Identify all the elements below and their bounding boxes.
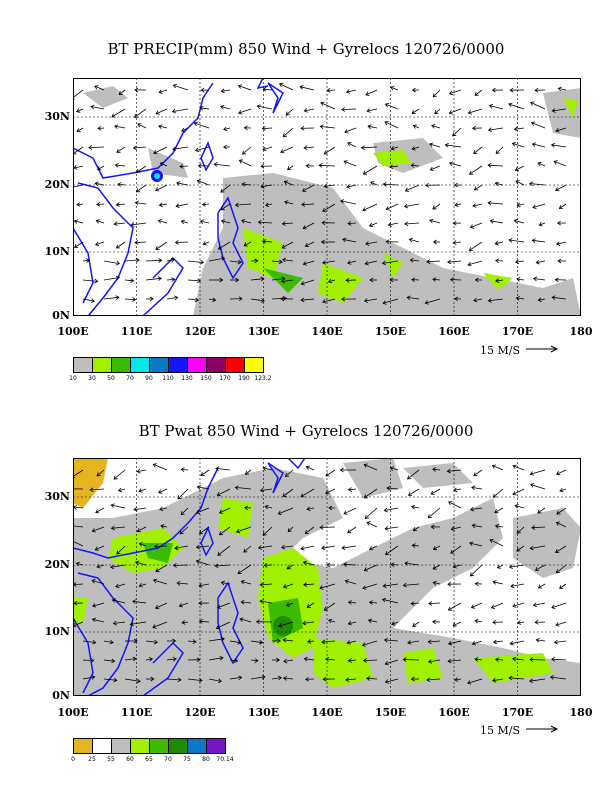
colorbar-swatch — [244, 357, 264, 373]
y-tick: 0N — [52, 689, 70, 702]
colorbar-label: 150 — [200, 375, 212, 382]
colorbar-label: 75 — [183, 756, 191, 763]
x-tick: 140E — [311, 325, 343, 338]
x-tick: 150E — [374, 325, 407, 338]
x-tick: 110E — [120, 706, 153, 719]
colorbar-swatch — [168, 357, 188, 373]
x-tick: 180 — [569, 706, 593, 719]
colorbar-swatch — [92, 738, 112, 754]
colorbar-label: 170 — [219, 375, 231, 382]
y-tick: 20N — [44, 178, 70, 191]
x-tick: 130E — [247, 325, 280, 338]
vector-scale-label: 15 M/S — [480, 344, 520, 357]
x-tick: 120E — [184, 325, 216, 338]
colorbar-swatch — [206, 357, 226, 373]
panel-title: BT Pwat 850 Wind + Gyrelocs 120726/0000 — [138, 422, 474, 440]
colorbar-label: 70.14 — [216, 756, 234, 763]
colorbar-swatch — [168, 738, 188, 754]
colorbar-swatch — [149, 357, 169, 373]
colorbar-swatch — [206, 738, 226, 754]
vector-scale: 15 M/S — [480, 724, 560, 737]
colorbar-swatch — [130, 738, 150, 754]
colorbar-swatch — [73, 738, 93, 754]
x-tick: 140E — [311, 706, 343, 719]
x-tick: 160E — [438, 325, 470, 338]
colorbar-label: 130 — [181, 375, 193, 382]
x-tick: 170E — [501, 325, 534, 338]
vector-scale-label: 15 M/S — [480, 724, 520, 737]
vector-scale-arrow — [525, 345, 558, 353]
y-tick: 20N — [44, 558, 70, 571]
x-tick: 110E — [120, 325, 153, 338]
x-tick: 120E — [184, 706, 216, 719]
x-tick: 100E — [57, 706, 89, 719]
colorbar-label: 30 — [88, 375, 96, 382]
wind-vectors — [73, 463, 567, 685]
colorbar-swatch — [73, 357, 93, 373]
y-tick: 0N — [52, 309, 70, 322]
colorbar-label: 55 — [107, 756, 115, 763]
colorbar-label: 90 — [145, 375, 153, 382]
grid — [73, 78, 581, 316]
colorbar-label: 190 — [238, 375, 250, 382]
pwat-map — [73, 458, 581, 696]
colorbar-swatch — [187, 738, 207, 754]
colorbar-swatch — [111, 357, 131, 373]
precip-map — [73, 78, 581, 316]
x-tick: 160E — [438, 706, 470, 719]
x-tick: 180 — [569, 325, 593, 338]
x-tick: 130E — [247, 706, 280, 719]
colorbar-label: 80 — [202, 756, 210, 763]
colorbar-label: 60 — [126, 756, 134, 763]
colorbar-label: 70 — [164, 756, 172, 763]
colorbar-label: 110 — [162, 375, 174, 382]
colorbar-swatch — [225, 357, 245, 373]
colorbar-label: 65 — [145, 756, 153, 763]
x-tick: 150E — [374, 706, 407, 719]
vector-scale: 15 M/S — [480, 344, 560, 357]
colorbar-swatch — [130, 357, 150, 373]
colorbar-label: 50 — [107, 375, 115, 382]
colorbar-label: 123.2 — [254, 375, 272, 382]
x-tick: 170E — [501, 706, 534, 719]
y-tick: 30N — [44, 490, 70, 503]
y-tick: 30N — [44, 110, 70, 123]
colorbar-swatch — [111, 738, 131, 754]
vector-scale-arrow — [525, 725, 558, 733]
colorbar-swatch — [92, 357, 112, 373]
coastline — [73, 458, 306, 696]
colorbar-swatch — [187, 357, 207, 373]
x-tick: 100E — [57, 325, 89, 338]
y-tick: 10N — [44, 625, 70, 638]
colorbar-label: 0 — [71, 756, 75, 763]
panel-title: BT PRECIP(mm) 850 Wind + Gyrelocs 120726… — [107, 40, 505, 58]
colorbar — [73, 357, 264, 373]
colorbar-label: 25 — [88, 756, 96, 763]
colorbar-swatch — [149, 738, 169, 754]
colorbar-label: 70 — [126, 375, 134, 382]
colorbar-label: 10 — [69, 375, 77, 382]
y-tick: 10N — [44, 245, 70, 258]
colorbar — [73, 738, 226, 754]
